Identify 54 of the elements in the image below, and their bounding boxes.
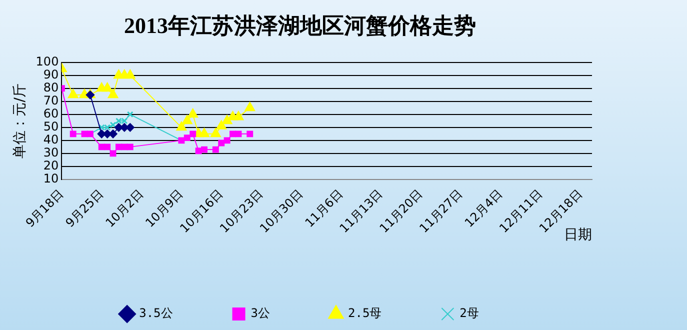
y-axis-title: 单位：元/斤 <box>12 84 28 158</box>
point <box>70 130 76 138</box>
point <box>212 146 219 153</box>
point <box>224 137 230 144</box>
y-tick-label: 40 <box>43 132 59 147</box>
point <box>201 146 208 153</box>
point <box>98 124 105 131</box>
point <box>244 102 255 112</box>
point <box>102 82 112 92</box>
legend-label: 2母 <box>460 306 479 320</box>
point <box>210 128 221 138</box>
point <box>190 130 196 138</box>
point <box>108 89 118 98</box>
point <box>104 124 111 131</box>
chart-title: 2013年江苏洪泽湖地区河蟹价格走势 <box>124 12 476 38</box>
point <box>199 128 210 138</box>
y-tick-label: 70 <box>43 94 59 108</box>
y-tick-label: 50 <box>43 120 59 134</box>
point <box>188 108 198 118</box>
point <box>104 144 111 150</box>
y-tick-label: 100 <box>36 54 59 69</box>
point <box>222 115 232 124</box>
point <box>98 144 105 150</box>
point <box>125 70 136 79</box>
point <box>184 134 190 142</box>
legend-label: 3公 <box>250 306 270 320</box>
point <box>233 111 244 120</box>
y-tick-label: 80 <box>43 80 59 95</box>
point <box>121 118 128 124</box>
point <box>68 89 78 98</box>
y-tick-label: 20 <box>43 158 59 173</box>
point <box>246 130 254 138</box>
point <box>195 148 202 154</box>
point <box>116 144 122 150</box>
point <box>235 130 242 138</box>
point <box>230 130 236 138</box>
legend-label: 2.5母 <box>348 306 382 320</box>
point <box>182 115 192 124</box>
x-axis-title: 日期 <box>564 227 592 244</box>
legend-label: 3.5公 <box>139 306 173 320</box>
y-tick-label: 60 <box>43 106 59 121</box>
point <box>126 144 134 150</box>
point <box>110 122 116 128</box>
point <box>81 130 88 138</box>
point <box>110 150 116 157</box>
point <box>126 111 134 118</box>
point <box>218 140 225 146</box>
point <box>116 118 122 124</box>
point <box>121 144 128 150</box>
point <box>176 122 187 131</box>
y-tick-label: 90 <box>43 68 59 82</box>
y-tick-label: 10 <box>43 172 59 186</box>
point <box>216 120 226 130</box>
y-tick-label: 30 <box>43 146 59 160</box>
